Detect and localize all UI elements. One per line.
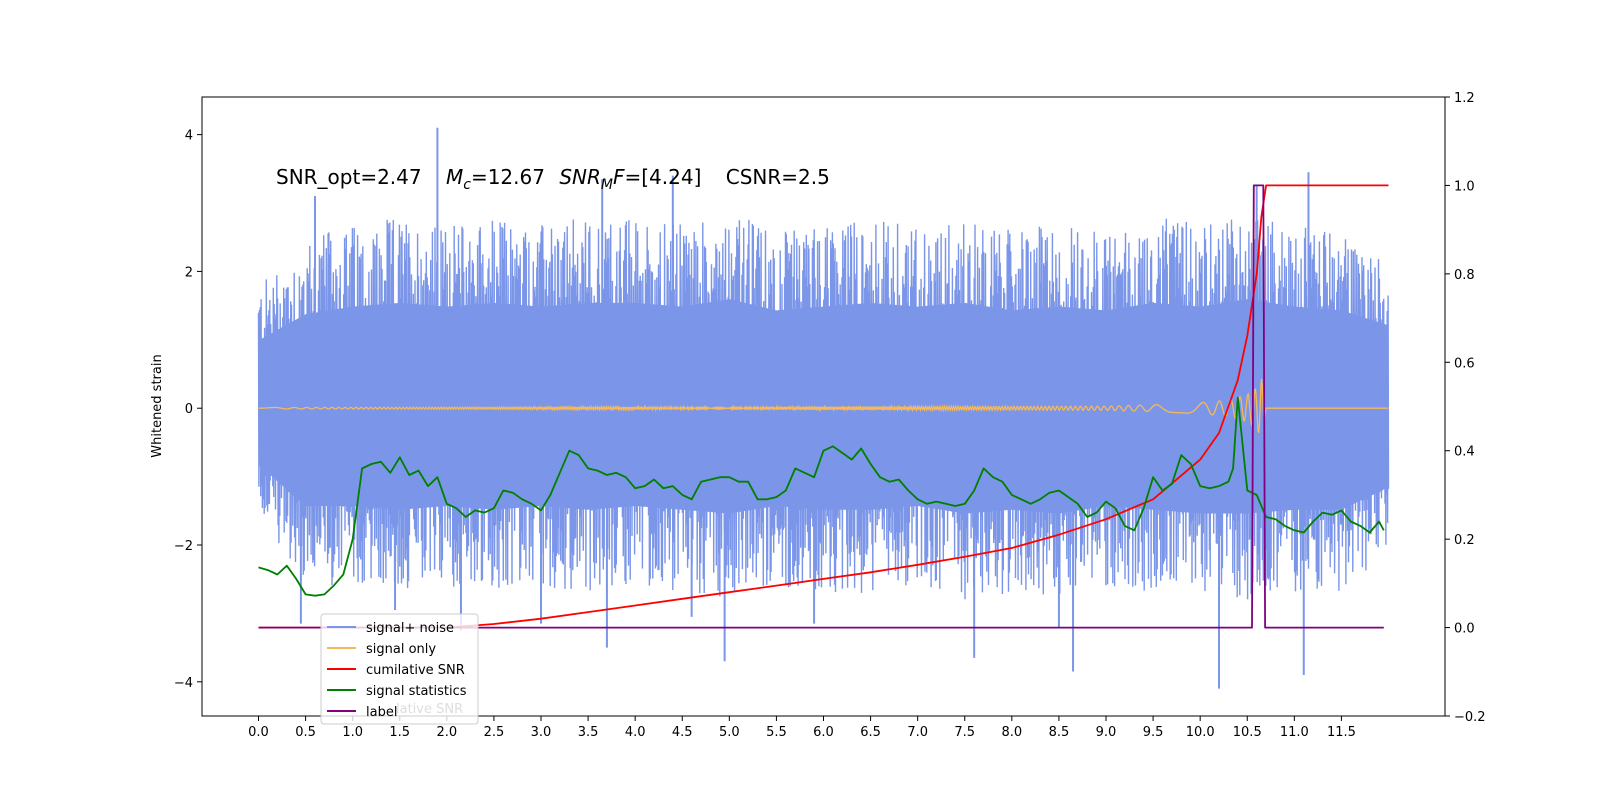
annotation-snr-mf-value: =[4.24]: [625, 165, 702, 189]
y-tick-label: 0: [185, 402, 193, 417]
x-tick-label: 4.0: [625, 725, 646, 740]
x-tick-label: 9.5: [1143, 725, 1164, 740]
annotation-snr-mf-sub: M: [601, 177, 613, 193]
x-tick-label: 1.5: [389, 725, 410, 740]
x-tick-label: 6.5: [860, 725, 881, 740]
annotation-mc-value: =12.67: [471, 165, 545, 189]
x-tick-label: 3.0: [531, 725, 552, 740]
x-tick-label: 2.5: [484, 725, 505, 740]
x-tick-label: 3.5: [578, 725, 599, 740]
svg-text:SNR_opt=2.47 Mc=12.67: SNR_opt=2.47 Mc=12.67 SNRMF=[4.24] CSNR=…: [276, 165, 830, 193]
x-tick-label: 8.0: [1001, 725, 1022, 740]
annotation-mc-symbol: M: [446, 165, 463, 189]
annotation-snr-mf-symbol: SNR: [559, 165, 601, 189]
x-tick-label: 4.5: [672, 725, 693, 740]
x-tick-label: 11.0: [1280, 725, 1309, 740]
x-axis: 0.0 0.5 1.0 1.5 2.0 2.5 3.0 3.5 4.0 4.5 5.0 5.5 6.0 6…: [248, 716, 1356, 740]
y-axis-label: Whitened strain: [150, 354, 165, 457]
y2-tick-label: 1.2: [1454, 91, 1475, 106]
y2-tick-label: −0.2: [1454, 710, 1486, 725]
legend-label: signal statistics: [366, 684, 467, 699]
x-tick-label: 5.5: [766, 725, 787, 740]
y2-tick-label: 0.6: [1454, 356, 1475, 371]
x-tick-label: 2.0: [436, 725, 457, 740]
signal-statistics-line: [258, 396, 1385, 597]
y-axis-right: −0.2 0.0 0.2 0.4 0.6 0.8 1.0 1.2: [1445, 91, 1486, 725]
x-tick-label: 0.0: [248, 725, 269, 740]
legend-label: label: [366, 705, 397, 720]
x-tick-label: 7.0: [907, 725, 928, 740]
label-line: [258, 184, 1384, 629]
y-tick-label: 2: [185, 265, 193, 280]
x-tick-label: 7.5: [954, 725, 975, 740]
signal-only-line: [258, 378, 1389, 434]
annotation-text: SNR_opt=2.47 Mc=12.67 SNRMF=[4.24] CSNR=…: [276, 165, 830, 193]
legend-label: cumilative SNR: [366, 663, 465, 678]
x-tick-label: 5.0: [719, 725, 740, 740]
annotation-mc-sub: c: [463, 177, 471, 193]
y2-tick-label: 1.0: [1454, 179, 1475, 194]
y2-tick-label: 0.2: [1454, 533, 1475, 548]
y-tick-label: −2: [174, 539, 193, 554]
annotation-snr-opt: SNR_opt=2.47: [276, 165, 422, 189]
x-tick-label: 10.0: [1186, 725, 1215, 740]
x-tick-label: 0.5: [295, 725, 316, 740]
cumilative-snr-line: [258, 184, 1389, 629]
signal-only-series: [258, 378, 1389, 434]
legend-label: signal+ noise: [366, 621, 454, 636]
legend-box: [320, 613, 479, 725]
legend-label: signal only: [366, 642, 436, 657]
x-tick-label: 6.0: [813, 725, 834, 740]
x-tick-label: 11.5: [1327, 725, 1356, 740]
y-axis-left: −4 −2 0 2 4: [174, 129, 202, 691]
y2-tick-label: 0.4: [1454, 445, 1475, 460]
y2-tick-label: 0.0: [1454, 622, 1475, 637]
x-tick-label: 9.0: [1096, 725, 1117, 740]
y-tick-label: −4: [174, 676, 193, 691]
x-tick-label: 1.0: [342, 725, 363, 740]
x-tick-label: 10.5: [1233, 725, 1262, 740]
y2-tick-label: 0.8: [1454, 268, 1475, 283]
legend-faded-text: lative SNR: [396, 702, 463, 717]
legend: lative SNR signal+ noise signal only cumil…: [320, 613, 479, 725]
annotation-snr-mf-f: F: [613, 165, 625, 189]
annotation-csnr: CSNR=2.5: [726, 165, 830, 189]
x-tick-label: 8.5: [1049, 725, 1070, 740]
line-series-group: [258, 184, 1389, 629]
y-tick-label: 4: [185, 129, 193, 144]
signal-noise-series: [257, 127, 1390, 689]
